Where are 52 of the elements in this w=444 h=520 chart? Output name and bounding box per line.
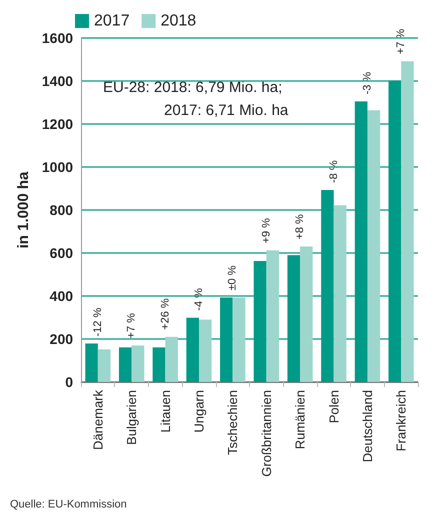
legend-label: 2017 (94, 12, 130, 30)
bar (401, 61, 414, 382)
bar (152, 347, 166, 382)
y-tick-label: 400 (50, 288, 74, 304)
bar (198, 320, 212, 382)
source-note: Quelle: EU-Kommission (10, 498, 127, 510)
annotation: +7 % (126, 312, 138, 338)
bar (334, 205, 346, 382)
bar (118, 347, 132, 382)
annotation: 2017: 6,71 Mio. ha (164, 102, 289, 119)
y-tick-label: 800 (50, 202, 74, 218)
annotation: +8 % (294, 214, 306, 240)
bar (98, 349, 111, 382)
y-tick-label: 1400 (42, 73, 74, 89)
x-tick-label: Rumänien (292, 390, 308, 450)
y-tick-label: 1000 (42, 159, 74, 175)
x-tick-label: Großbritannien (258, 390, 274, 477)
y-tick-label: 0 (65, 374, 74, 390)
bar (321, 190, 334, 382)
annotation: ±0 % (226, 265, 239, 291)
bar (300, 246, 313, 382)
annotation: +9 % (260, 218, 272, 244)
y-tick-label: 1200 (42, 116, 74, 132)
x-tick-label: Polen (326, 390, 342, 424)
x-tick-label: Bulgarien (124, 390, 140, 445)
x-tick-label: Frankreich (394, 390, 409, 452)
y-axis-title: in 1.000 ha (15, 170, 32, 248)
bar (367, 110, 380, 382)
bar (132, 345, 144, 382)
y-tick-label: 600 (50, 245, 74, 261)
legend-label: 2018 (160, 12, 196, 30)
y-tick-label: 200 (50, 331, 74, 347)
annotation: EU-28: 2018: 6,79 Mio. ha; (103, 79, 282, 96)
bar (287, 255, 300, 382)
x-tick-label: Deutschland (360, 390, 375, 462)
x-tick-label: Dänemark (90, 390, 106, 450)
bar (266, 250, 280, 382)
bar (220, 298, 233, 382)
bar (232, 298, 246, 382)
bar (254, 260, 266, 382)
bar (354, 101, 368, 382)
x-tick-label: Litauen (158, 390, 173, 433)
annotation: +26 % (159, 298, 172, 330)
x-tick-label: Ungarn (191, 390, 206, 433)
bar (85, 344, 98, 382)
annotation: -4 % (192, 288, 205, 311)
y-tick-label: 1600 (42, 30, 74, 46)
bar (165, 336, 178, 382)
x-tick-label: Tschechien (225, 390, 240, 456)
bar (186, 318, 199, 382)
bar (388, 80, 402, 382)
annotation: -12 % (92, 308, 104, 337)
